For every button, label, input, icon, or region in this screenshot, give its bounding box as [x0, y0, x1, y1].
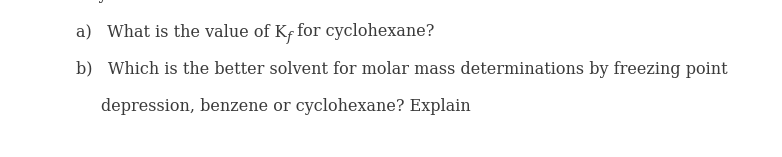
Text: f: f [287, 32, 292, 44]
Text: the cyclohexane from 6.2 to 2.3°C: the cyclohexane from 6.2 to 2.3°C [59, 0, 336, 3]
Text: for cyclohexane?: for cyclohexane? [292, 23, 434, 40]
Text: a)   What is the value of K: a) What is the value of K [77, 23, 287, 40]
Text: depression, benzene or cyclohexane? Explain: depression, benzene or cyclohexane? Expl… [102, 98, 471, 115]
Text: b)   Which is the better solvent for molar mass determinations by freezing point: b) Which is the better solvent for molar… [77, 61, 728, 78]
